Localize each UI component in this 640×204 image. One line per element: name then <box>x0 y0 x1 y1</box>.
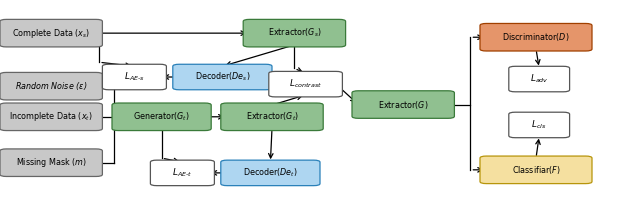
Text: $L_{cls}$: $L_{cls}$ <box>531 119 547 131</box>
Text: $L_{AE\text{-}s}$: $L_{AE\text{-}s}$ <box>124 71 145 83</box>
FancyBboxPatch shape <box>112 103 211 131</box>
FancyBboxPatch shape <box>509 112 570 138</box>
Text: Extractor($G_t$): Extractor($G_t$) <box>246 111 298 123</box>
FancyBboxPatch shape <box>0 72 102 100</box>
Text: Discriminator($D$): Discriminator($D$) <box>502 31 570 43</box>
FancyBboxPatch shape <box>352 91 454 118</box>
Text: Random Noise ($\varepsilon$): Random Noise ($\varepsilon$) <box>15 80 88 92</box>
FancyBboxPatch shape <box>480 23 592 51</box>
Text: Classifiar($F$): Classifiar($F$) <box>512 164 560 176</box>
FancyBboxPatch shape <box>221 160 320 186</box>
FancyBboxPatch shape <box>0 149 102 176</box>
Text: Generator($G_t$): Generator($G_t$) <box>133 111 190 123</box>
Text: Incomplete Data ($x_t$): Incomplete Data ($x_t$) <box>10 110 93 123</box>
FancyBboxPatch shape <box>269 71 342 97</box>
Text: Extractor($G$): Extractor($G$) <box>378 99 428 111</box>
FancyBboxPatch shape <box>150 160 214 186</box>
Text: Decoder($De_s$): Decoder($De_s$) <box>195 71 250 83</box>
FancyBboxPatch shape <box>221 103 323 131</box>
FancyBboxPatch shape <box>480 156 592 184</box>
FancyBboxPatch shape <box>102 64 166 90</box>
FancyBboxPatch shape <box>0 19 102 47</box>
Text: Complete Data ($x_s$): Complete Data ($x_s$) <box>12 27 90 40</box>
FancyBboxPatch shape <box>0 103 102 131</box>
FancyBboxPatch shape <box>173 64 272 90</box>
Text: Decoder($De_t$): Decoder($De_t$) <box>243 167 298 179</box>
Text: Extractor($G_s$): Extractor($G_s$) <box>268 27 321 39</box>
Text: $L_{AE\text{-}t}$: $L_{AE\text{-}t}$ <box>172 167 193 179</box>
Text: Missing Mask ($m$): Missing Mask ($m$) <box>16 156 86 169</box>
FancyBboxPatch shape <box>509 66 570 92</box>
FancyBboxPatch shape <box>243 19 346 47</box>
Text: $L_{adv}$: $L_{adv}$ <box>530 73 548 85</box>
Text: $L_{contrast}$: $L_{contrast}$ <box>289 78 322 90</box>
